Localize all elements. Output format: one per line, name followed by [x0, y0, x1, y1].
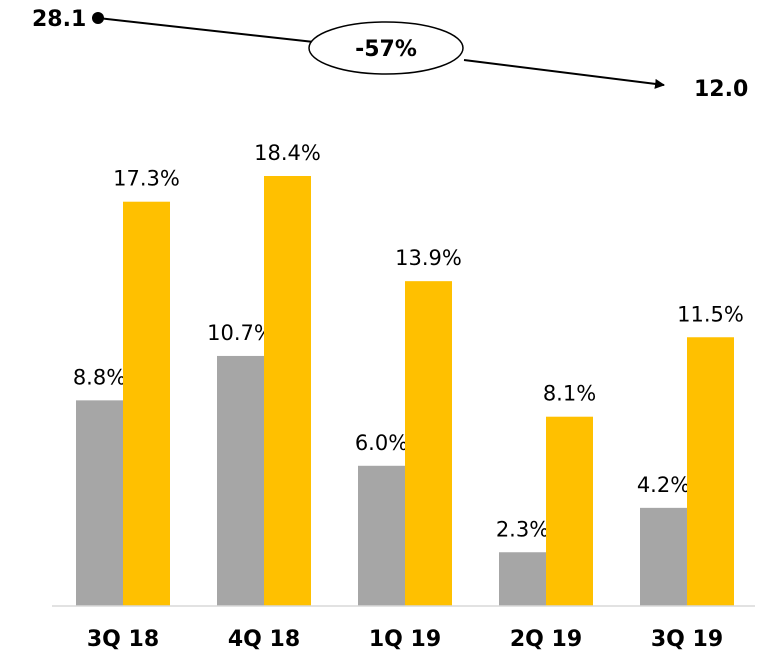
data-label-gray-0: 8.8% [73, 365, 126, 389]
trend-line-left [97, 17, 315, 43]
bar-gray-1 [217, 355, 264, 606]
change-ellipse [308, 21, 464, 75]
data-label-yellow-1: 18.4% [254, 141, 321, 165]
data-label-gray-1: 10.7% [207, 321, 274, 345]
data-label-yellow-4: 11.5% [677, 302, 744, 326]
plot-area: 8.8% 17.3% 3Q 18 10.7% 18.4% 4Q 18 6.0% 13.9% 1Q… [73, 141, 744, 652]
trend-annotation: 28.1 -57% 12.0 [32, 7, 748, 102]
category-label-1: 4Q 18 [228, 627, 300, 652]
data-label-gray-3: 2.3% [496, 517, 549, 541]
change-label: -57% [355, 37, 417, 62]
bar-yellow-3 [546, 416, 593, 606]
bar-yellow-2 [405, 281, 452, 606]
bar-gray-0 [76, 400, 123, 606]
trend-end-label: 12.0 [694, 77, 748, 102]
bar-gray-3 [499, 552, 546, 606]
trend-arrow-line [463, 59, 665, 89]
data-label-yellow-0: 17.3% [113, 167, 180, 191]
category-label-0: 3Q 18 [87, 627, 159, 652]
bar-gray-4 [640, 507, 687, 606]
data-label-gray-4: 4.2% [637, 473, 690, 497]
bar-gray-2 [358, 465, 405, 606]
bar-yellow-1 [264, 176, 311, 606]
category-label-2: 1Q 19 [369, 627, 441, 652]
bar-yellow-0 [123, 201, 170, 606]
category-label-3: 2Q 19 [510, 627, 582, 652]
data-label-yellow-2: 13.9% [395, 246, 462, 270]
bar-yellow-4 [687, 337, 734, 606]
trend-start-label: 28.1 [32, 7, 86, 32]
data-label-yellow-3: 8.1% [543, 382, 596, 406]
data-label-gray-2: 6.0% [355, 431, 408, 455]
category-label-4: 3Q 19 [651, 627, 723, 652]
